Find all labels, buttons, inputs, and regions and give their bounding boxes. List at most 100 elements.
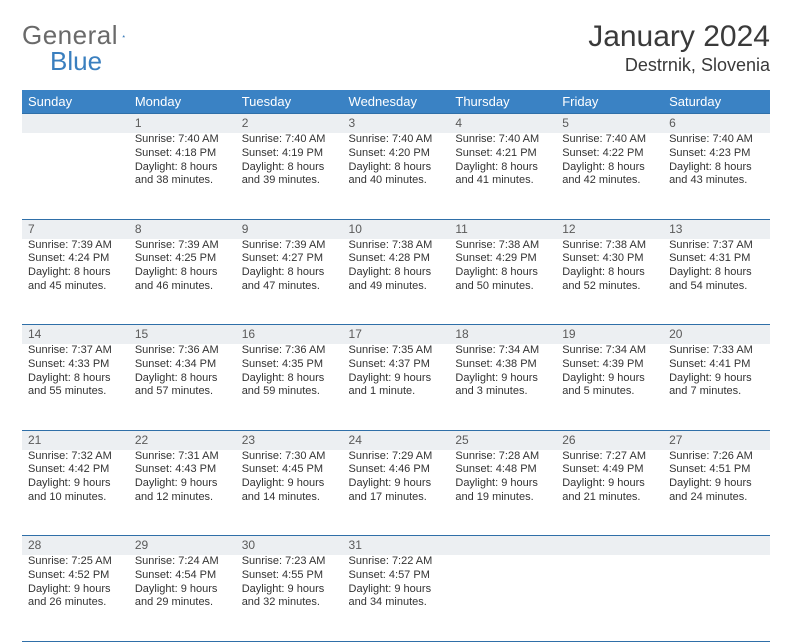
day1-text: Daylight: 8 hours [669, 266, 764, 280]
day-cell: Sunrise: 7:35 AMSunset: 4:37 PMDaylight:… [343, 344, 450, 430]
day-cell: Sunrise: 7:37 AMSunset: 4:33 PMDaylight:… [22, 344, 129, 430]
day2-text: and 38 minutes. [135, 174, 230, 188]
calendar-table: Sunday Monday Tuesday Wednesday Thursday… [22, 90, 770, 642]
day1-text: Daylight: 9 hours [135, 583, 230, 597]
sunrise-text: Sunrise: 7:37 AM [28, 344, 123, 358]
daynum-row: 28293031 [22, 536, 770, 556]
day1-text: Daylight: 8 hours [242, 266, 337, 280]
day1-text: Daylight: 8 hours [349, 266, 444, 280]
week-row: Sunrise: 7:25 AMSunset: 4:52 PMDaylight:… [22, 555, 770, 641]
sunset-text: Sunset: 4:42 PM [28, 463, 123, 477]
sunset-text: Sunset: 4:54 PM [135, 569, 230, 583]
day-number [663, 536, 770, 556]
day2-text: and 52 minutes. [562, 280, 657, 294]
sunrise-text: Sunrise: 7:40 AM [455, 133, 550, 147]
day-cell: Sunrise: 7:23 AMSunset: 4:55 PMDaylight:… [236, 555, 343, 641]
sunrise-text: Sunrise: 7:40 AM [349, 133, 444, 147]
day-number: 4 [449, 114, 556, 134]
day2-text: and 41 minutes. [455, 174, 550, 188]
sunrise-text: Sunrise: 7:30 AM [242, 450, 337, 464]
day-cell: Sunrise: 7:40 AMSunset: 4:20 PMDaylight:… [343, 133, 450, 219]
day-cell: Sunrise: 7:37 AMSunset: 4:31 PMDaylight:… [663, 239, 770, 325]
day1-text: Daylight: 9 hours [562, 372, 657, 386]
sunset-text: Sunset: 4:20 PM [349, 147, 444, 161]
sunrise-text: Sunrise: 7:36 AM [242, 344, 337, 358]
weekday-header-row: Sunday Monday Tuesday Wednesday Thursday… [22, 90, 770, 114]
sunset-text: Sunset: 4:35 PM [242, 358, 337, 372]
day-number: 3 [343, 114, 450, 134]
day2-text: and 43 minutes. [669, 174, 764, 188]
day-cell: Sunrise: 7:30 AMSunset: 4:45 PMDaylight:… [236, 450, 343, 536]
sunset-text: Sunset: 4:23 PM [669, 147, 764, 161]
day1-text: Daylight: 9 hours [28, 583, 123, 597]
day2-text: and 3 minutes. [455, 385, 550, 399]
sunset-text: Sunset: 4:29 PM [455, 252, 550, 266]
sunrise-text: Sunrise: 7:38 AM [562, 239, 657, 253]
day2-text: and 12 minutes. [135, 491, 230, 505]
weekday-header: Friday [556, 90, 663, 114]
sunset-text: Sunset: 4:38 PM [455, 358, 550, 372]
week-row: Sunrise: 7:40 AMSunset: 4:18 PMDaylight:… [22, 133, 770, 219]
day2-text: and 17 minutes. [349, 491, 444, 505]
sunrise-text: Sunrise: 7:31 AM [135, 450, 230, 464]
day1-text: Daylight: 8 hours [562, 161, 657, 175]
day1-text: Daylight: 9 hours [669, 372, 764, 386]
day2-text: and 1 minute. [349, 385, 444, 399]
daynum-row: 123456 [22, 114, 770, 134]
day-number: 9 [236, 219, 343, 239]
sunset-text: Sunset: 4:43 PM [135, 463, 230, 477]
day-number: 18 [449, 325, 556, 345]
week-row: Sunrise: 7:37 AMSunset: 4:33 PM Daylight:… [22, 344, 770, 430]
day1-text: Daylight: 9 hours [242, 477, 337, 491]
day2-text: and 10 minutes. [28, 491, 123, 505]
day-number: 22 [129, 430, 236, 450]
sunset-text: Sunset: 4:46 PM [349, 463, 444, 477]
sunset-text: Sunset: 4:51 PM [669, 463, 764, 477]
sunset-text: Sunset: 4:48 PM [455, 463, 550, 477]
day2-text: and 24 minutes. [669, 491, 764, 505]
day2-text: and 45 minutes. [28, 280, 123, 294]
weekday-header: Thursday [449, 90, 556, 114]
day-number: 7 [22, 219, 129, 239]
sunrise-text: Sunrise: 7:36 AM [135, 344, 230, 358]
sunset-text: Sunset: 4:34 PM [135, 358, 230, 372]
sunset-text: Sunset: 4:33 PM [28, 358, 123, 372]
sunrise-text: Sunrise: 7:34 AM [562, 344, 657, 358]
day-cell: Sunrise: 7:36 AMSunset: 4:35 PMDaylight:… [236, 344, 343, 430]
day1-text: Daylight: 9 hours [669, 477, 764, 491]
sunrise-text: Sunrise: 7:39 AM [28, 239, 123, 253]
day-number [449, 536, 556, 556]
day-cell: Sunrise: 7:40 AMSunset: 4:23 PMDaylight:… [663, 133, 770, 219]
day2-text: and 50 minutes. [455, 280, 550, 294]
day-cell: Sunrise: 7:39 AMSunset: 4:24 PMDaylight:… [22, 239, 129, 325]
day2-text: and 47 minutes. [242, 280, 337, 294]
day2-text: and 29 minutes. [135, 596, 230, 610]
day2-text: and 59 minutes. [242, 385, 337, 399]
day1-text: Daylight: 9 hours [242, 583, 337, 597]
sunset-text: Sunset: 4:49 PM [562, 463, 657, 477]
day-number: 19 [556, 325, 663, 345]
day-cell: Sunrise: 7:39 AMSunset: 4:27 PMDaylight:… [236, 239, 343, 325]
day-number: 31 [343, 536, 450, 556]
weekday-header: Saturday [663, 90, 770, 114]
sunset-text: Sunset: 4:28 PM [349, 252, 444, 266]
daynum-row: 14151617181920 [22, 325, 770, 345]
day-cell [22, 133, 129, 219]
day-number: 17 [343, 325, 450, 345]
day1-text: Daylight: 8 hours [455, 161, 550, 175]
day1-text: Daylight: 9 hours [349, 583, 444, 597]
day1-text: Daylight: 8 hours [135, 266, 230, 280]
day-number: 23 [236, 430, 343, 450]
week-row: Sunrise: 7:39 AMSunset: 4:24 PMDaylight:… [22, 239, 770, 325]
sunrise-text: Sunrise: 7:27 AM [562, 450, 657, 464]
day1-text: Daylight: 9 hours [455, 372, 550, 386]
day-number [22, 114, 129, 134]
day2-text: and 14 minutes. [242, 491, 337, 505]
sunrise-text: Sunrise: 7:40 AM [242, 133, 337, 147]
day-cell: Sunrise: 7:40 AMSunset: 4:19 PMDaylight:… [236, 133, 343, 219]
week-row: Sunrise: 7:32 AMSunset: 4:42 PMDaylight:… [22, 450, 770, 536]
sunrise-text: Sunrise: 7:26 AM [669, 450, 764, 464]
day1-text: Daylight: 9 hours [349, 372, 444, 386]
day-number: 2 [236, 114, 343, 134]
sunrise-text: Sunrise: 7:38 AM [455, 239, 550, 253]
